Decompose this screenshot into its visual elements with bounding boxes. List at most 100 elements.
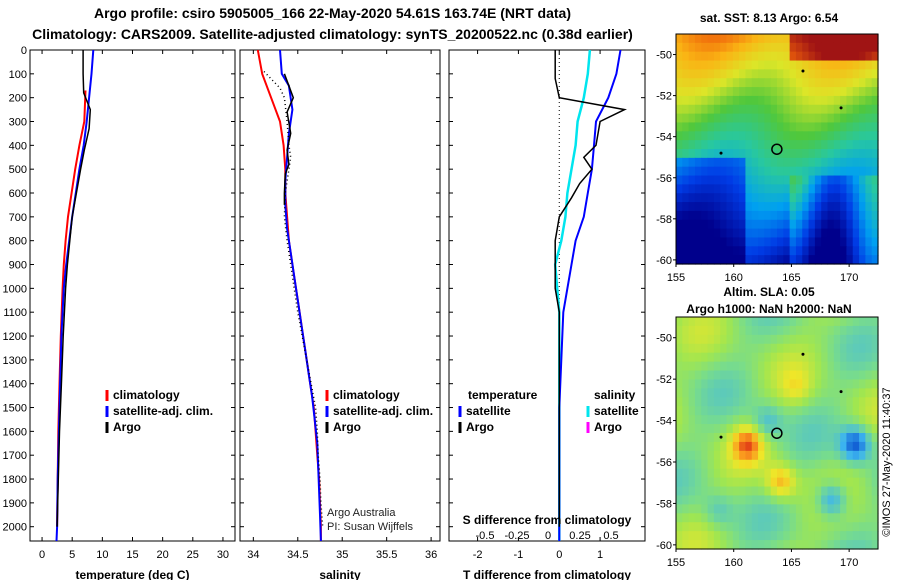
map-cell xyxy=(859,87,866,97)
map-cell xyxy=(726,379,734,389)
map-cell xyxy=(720,210,728,221)
map-cell xyxy=(814,513,822,523)
map-cell xyxy=(732,104,740,115)
map-cell xyxy=(814,166,822,177)
map-cell xyxy=(783,202,791,212)
map-cell xyxy=(814,210,822,221)
map-cell xyxy=(802,477,810,488)
map-cell xyxy=(688,246,696,256)
map-cell xyxy=(802,42,810,53)
map-cell xyxy=(707,60,715,70)
map-cell xyxy=(732,477,740,488)
map-cell xyxy=(751,513,759,523)
map-cell xyxy=(840,522,848,532)
map-cell xyxy=(726,60,734,70)
map-cell xyxy=(859,441,866,452)
map-cell xyxy=(745,78,753,88)
map-cell xyxy=(764,122,772,132)
map-cell xyxy=(865,441,873,452)
map-cell xyxy=(871,477,879,488)
map-cell xyxy=(764,531,772,541)
map-cell xyxy=(821,113,829,124)
map-cell xyxy=(852,193,860,203)
map-cell xyxy=(713,193,721,203)
map-cell xyxy=(701,388,709,398)
map-cell xyxy=(821,522,829,532)
map-cell xyxy=(802,424,810,434)
map-cell xyxy=(694,334,702,345)
map-cell xyxy=(821,415,829,425)
map-cell xyxy=(713,495,721,505)
map-cell xyxy=(720,513,728,523)
map-cell xyxy=(739,433,747,443)
map-cell xyxy=(821,42,829,53)
plot-frame-1 xyxy=(29,49,236,542)
map-cell xyxy=(802,113,810,124)
map-cell xyxy=(814,184,822,194)
argo-float-marker xyxy=(771,143,783,155)
map-cell xyxy=(846,495,854,505)
map-cell xyxy=(688,166,696,177)
map-cell xyxy=(739,60,747,70)
map-cell xyxy=(739,219,747,230)
map-cell xyxy=(758,78,765,88)
map-cell xyxy=(871,361,879,372)
map-cell xyxy=(732,228,740,239)
map-cell xyxy=(814,531,822,541)
map-cell xyxy=(846,219,854,230)
map-cell xyxy=(682,477,690,488)
map-cell xyxy=(676,540,683,550)
map-cell xyxy=(795,140,803,150)
legend-label: climatology xyxy=(113,388,180,402)
map-cell xyxy=(758,531,765,541)
map-cell xyxy=(764,140,772,150)
map-cell xyxy=(764,42,772,53)
map-cell xyxy=(808,184,816,194)
map-cell xyxy=(846,388,854,398)
map-cell xyxy=(694,495,702,505)
map-cell xyxy=(726,184,734,194)
map-cell xyxy=(676,477,683,488)
map-cell xyxy=(739,504,747,514)
map-cell xyxy=(739,122,747,132)
map-cell xyxy=(739,540,747,550)
map-cell xyxy=(682,202,690,212)
map-cell xyxy=(783,69,791,79)
map-cell xyxy=(764,477,772,488)
x-tick-label: 1 xyxy=(597,549,603,561)
map-cell xyxy=(758,237,765,247)
map-cell xyxy=(802,255,810,265)
map-cell xyxy=(865,504,873,514)
map-cell xyxy=(726,202,734,212)
map-cell xyxy=(770,388,778,398)
map-cell xyxy=(694,42,702,53)
map-cell xyxy=(764,459,772,470)
map-cell xyxy=(789,379,797,389)
map-cell xyxy=(808,140,816,150)
map-cell xyxy=(783,406,791,416)
map-cell xyxy=(802,450,810,461)
map-cell xyxy=(783,78,791,88)
map-cell xyxy=(682,468,690,479)
map-cell xyxy=(865,255,873,265)
map-cell xyxy=(846,317,854,327)
map-cell xyxy=(688,406,696,416)
map-cell xyxy=(871,149,879,159)
map-cell xyxy=(865,175,873,185)
map-cell xyxy=(739,210,747,221)
map-cell xyxy=(732,370,740,381)
map-cell xyxy=(732,352,740,363)
map-cell xyxy=(758,361,765,372)
map-cell xyxy=(720,246,728,256)
lat-tick-label: -56 xyxy=(656,173,672,185)
map-cell xyxy=(758,202,765,212)
map-cell xyxy=(764,51,772,62)
map-cell xyxy=(713,397,721,407)
map-cell xyxy=(795,388,803,398)
map-cell xyxy=(808,415,816,425)
map-cell xyxy=(789,513,797,523)
map-cell xyxy=(846,370,854,381)
map-cell xyxy=(758,131,765,141)
map-cell xyxy=(720,42,728,53)
map-cell xyxy=(795,343,803,354)
